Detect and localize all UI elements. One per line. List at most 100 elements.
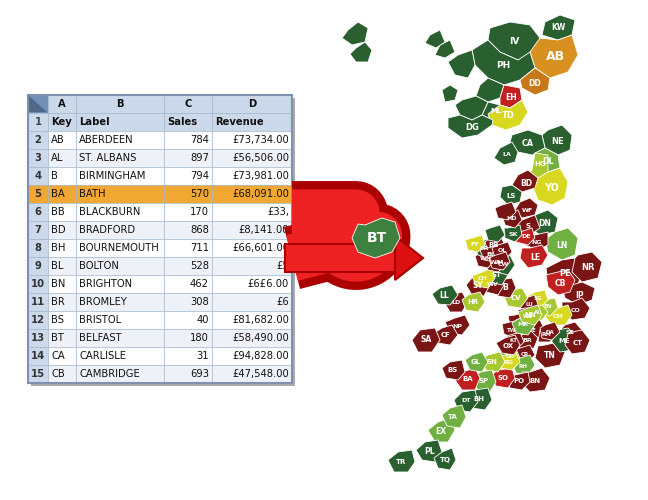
Text: TA: TA [448, 414, 458, 420]
Polygon shape [515, 198, 538, 218]
Bar [48, 257, 76, 275]
Text: 10: 10 [31, 279, 45, 289]
Text: £6£6.00: £6£6.00 [248, 279, 289, 289]
Text: PL: PL [424, 446, 435, 456]
Text: SG: SG [534, 296, 542, 302]
Text: SN: SN [487, 359, 498, 365]
Bar [48, 167, 76, 185]
Bar [31, 98, 295, 386]
Polygon shape [520, 320, 545, 338]
Bar [212, 221, 292, 239]
Text: M: M [497, 260, 503, 264]
Text: 570: 570 [190, 189, 209, 199]
Text: WN: WN [480, 256, 492, 262]
Text: SA: SA [421, 336, 432, 344]
Text: 897: 897 [190, 153, 209, 163]
Text: BRIGHTON: BRIGHTON [79, 279, 132, 289]
Polygon shape [455, 96, 488, 120]
Text: BN: BN [51, 279, 65, 289]
Bar [76, 347, 164, 365]
Text: BL: BL [51, 261, 64, 271]
Bar [164, 149, 212, 167]
Polygon shape [528, 210, 558, 235]
Bar [76, 149, 164, 167]
Text: Label: Label [79, 117, 110, 127]
Text: DL: DL [542, 158, 554, 166]
Text: TQ: TQ [439, 457, 450, 463]
Text: KT: KT [509, 338, 517, 344]
Text: £73,734.00: £73,734.00 [232, 135, 289, 145]
Text: CF: CF [441, 332, 451, 338]
Text: SO: SO [498, 375, 509, 381]
Text: 693: 693 [190, 369, 209, 379]
Text: IV: IV [509, 38, 519, 46]
Bar [76, 131, 164, 149]
Polygon shape [558, 322, 582, 340]
Polygon shape [538, 325, 555, 342]
Bar [48, 185, 76, 203]
Polygon shape [480, 352, 505, 372]
Bar [28, 113, 48, 131]
Text: B: B [51, 171, 58, 181]
Text: BOURNEMOUTH: BOURNEMOUTH [79, 243, 159, 253]
Text: GU: GU [505, 354, 515, 360]
Polygon shape [425, 30, 445, 48]
Polygon shape [485, 225, 505, 242]
Polygon shape [388, 450, 415, 472]
Text: WA: WA [491, 260, 502, 266]
Polygon shape [352, 218, 400, 258]
Bar [28, 311, 48, 329]
Polygon shape [520, 245, 548, 268]
Text: FY: FY [470, 242, 480, 246]
Bar [48, 239, 76, 257]
Polygon shape [412, 328, 440, 352]
Polygon shape [516, 315, 535, 330]
Text: SK: SK [508, 232, 518, 236]
Text: TN: TN [544, 352, 556, 360]
Text: WF: WF [522, 208, 533, 212]
Bar [164, 113, 212, 131]
Polygon shape [496, 335, 520, 355]
Polygon shape [492, 242, 512, 260]
Text: Key: Key [51, 117, 72, 127]
Bar [28, 203, 48, 221]
Bar [164, 311, 212, 329]
Bar [76, 275, 164, 293]
Bar [28, 95, 292, 383]
Text: BD: BD [51, 225, 65, 235]
Polygon shape [545, 228, 578, 260]
Bar [28, 149, 48, 167]
Text: CARLISLE: CARLISLE [79, 351, 126, 361]
Text: DN: DN [538, 220, 551, 228]
Text: £81,682.00: £81,682.00 [232, 315, 289, 325]
Polygon shape [518, 295, 538, 312]
Text: £94,828.00: £94,828.00 [232, 351, 289, 361]
Text: PH: PH [496, 60, 510, 70]
Text: A: A [58, 99, 66, 109]
Polygon shape [512, 170, 538, 192]
Text: LN: LN [557, 242, 568, 250]
Bar [28, 185, 48, 203]
Text: S: S [526, 223, 531, 229]
Bar [285, 244, 395, 272]
Text: CO: CO [571, 308, 581, 314]
Text: PE: PE [559, 270, 571, 278]
Polygon shape [496, 352, 520, 370]
Bar [212, 293, 292, 311]
Text: D: D [248, 99, 256, 109]
Text: 528: 528 [190, 261, 209, 271]
Text: 180: 180 [190, 333, 209, 343]
Polygon shape [435, 40, 455, 58]
Bar [212, 149, 292, 167]
Polygon shape [444, 292, 468, 312]
Polygon shape [474, 238, 495, 258]
Text: MK: MK [517, 322, 529, 328]
Text: £56,506.00: £56,506.00 [232, 153, 289, 163]
Text: ST. ALBANS: ST. ALBANS [79, 153, 136, 163]
Bar [28, 275, 48, 293]
Text: BR: BR [522, 338, 532, 344]
Text: EN: EN [544, 304, 552, 310]
Text: NP: NP [452, 324, 462, 328]
Text: 308: 308 [191, 297, 209, 307]
Bar [48, 131, 76, 149]
